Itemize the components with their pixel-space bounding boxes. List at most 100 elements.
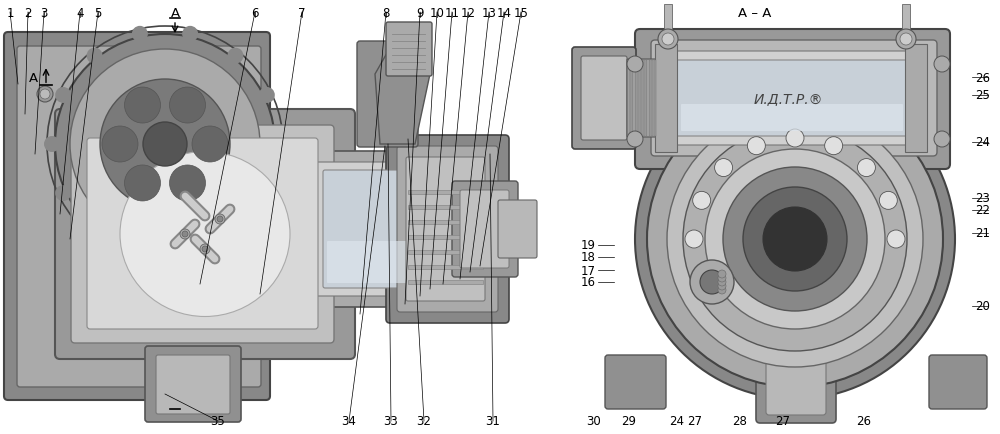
Text: 30: 30	[587, 414, 601, 427]
Circle shape	[879, 192, 897, 210]
Text: 29: 29	[622, 414, 637, 427]
Text: 32: 32	[417, 414, 431, 427]
FancyBboxPatch shape	[386, 23, 432, 77]
Circle shape	[44, 137, 60, 153]
FancyBboxPatch shape	[766, 357, 826, 415]
Circle shape	[662, 34, 674, 46]
Text: 27: 27	[688, 414, 702, 427]
Circle shape	[934, 132, 950, 148]
FancyBboxPatch shape	[460, 191, 509, 268]
FancyBboxPatch shape	[681, 105, 903, 132]
Text: 24: 24	[670, 414, 684, 427]
FancyBboxPatch shape	[605, 355, 666, 409]
Text: 34: 34	[342, 414, 356, 427]
FancyBboxPatch shape	[316, 163, 495, 296]
Text: 12: 12	[461, 7, 476, 20]
Text: 23: 23	[975, 192, 990, 205]
Circle shape	[70, 50, 260, 240]
FancyBboxPatch shape	[156, 355, 230, 414]
Text: 14: 14	[497, 7, 512, 20]
FancyBboxPatch shape	[87, 139, 318, 329]
Circle shape	[182, 247, 198, 263]
Circle shape	[270, 137, 286, 153]
Circle shape	[180, 230, 190, 240]
FancyBboxPatch shape	[397, 147, 498, 312]
Circle shape	[87, 225, 103, 241]
Text: A: A	[170, 7, 180, 20]
Circle shape	[887, 230, 905, 248]
Text: 19: 19	[581, 239, 596, 252]
Circle shape	[132, 27, 148, 43]
Text: 17: 17	[581, 264, 596, 277]
FancyBboxPatch shape	[406, 158, 485, 301]
Bar	[651, 61, 653, 137]
Circle shape	[718, 278, 726, 286]
Text: А – А: А – А	[738, 7, 772, 20]
Text: 2: 2	[24, 7, 32, 20]
Bar	[637, 61, 639, 137]
Text: 4: 4	[76, 7, 84, 20]
Text: 25: 25	[975, 89, 990, 102]
Bar	[408, 206, 483, 210]
Circle shape	[132, 247, 148, 263]
Text: 10: 10	[430, 7, 444, 20]
FancyBboxPatch shape	[452, 181, 518, 277]
Circle shape	[658, 30, 678, 50]
Text: 16: 16	[581, 276, 596, 289]
Text: A: A	[29, 72, 38, 85]
FancyBboxPatch shape	[17, 47, 261, 387]
Circle shape	[693, 192, 711, 210]
FancyBboxPatch shape	[498, 201, 537, 258]
Bar	[629, 61, 631, 137]
Circle shape	[55, 186, 71, 201]
Circle shape	[934, 57, 950, 73]
Circle shape	[87, 49, 103, 65]
Text: 3: 3	[40, 7, 48, 20]
Circle shape	[55, 88, 71, 104]
Text: 13: 13	[482, 7, 496, 20]
FancyBboxPatch shape	[71, 126, 334, 343]
Circle shape	[705, 150, 885, 329]
Circle shape	[896, 30, 916, 50]
Text: 7: 7	[298, 7, 306, 20]
Text: 31: 31	[486, 414, 500, 427]
Circle shape	[100, 80, 230, 210]
Circle shape	[743, 187, 847, 291]
FancyBboxPatch shape	[756, 347, 836, 423]
Circle shape	[690, 260, 734, 304]
Text: 21: 21	[975, 227, 990, 240]
Text: 35: 35	[211, 414, 225, 427]
FancyBboxPatch shape	[627, 60, 657, 138]
FancyBboxPatch shape	[929, 355, 987, 409]
FancyBboxPatch shape	[145, 346, 241, 422]
Text: 15: 15	[514, 7, 528, 20]
FancyBboxPatch shape	[4, 33, 270, 400]
Bar	[640, 61, 642, 137]
FancyBboxPatch shape	[635, 30, 950, 170]
Circle shape	[125, 166, 161, 201]
Circle shape	[683, 128, 907, 351]
Circle shape	[227, 225, 243, 241]
FancyBboxPatch shape	[357, 42, 418, 148]
FancyBboxPatch shape	[581, 57, 627, 141]
Circle shape	[200, 244, 210, 254]
Text: И.Д.Т.Р.®: И.Д.Т.Р.®	[753, 92, 823, 106]
Circle shape	[627, 57, 643, 73]
Circle shape	[900, 34, 912, 46]
Text: 18: 18	[581, 251, 596, 264]
Bar	[643, 61, 644, 137]
Circle shape	[715, 159, 733, 177]
Circle shape	[170, 88, 206, 124]
Bar	[408, 265, 483, 270]
Circle shape	[786, 130, 804, 148]
Text: 27: 27	[776, 414, 790, 427]
FancyBboxPatch shape	[323, 171, 482, 288]
Bar	[408, 250, 483, 254]
Circle shape	[55, 35, 275, 254]
Text: 5: 5	[94, 7, 102, 20]
Text: 20: 20	[975, 299, 990, 312]
FancyBboxPatch shape	[572, 48, 636, 150]
Circle shape	[857, 159, 875, 177]
Circle shape	[170, 166, 206, 201]
FancyBboxPatch shape	[386, 136, 509, 323]
